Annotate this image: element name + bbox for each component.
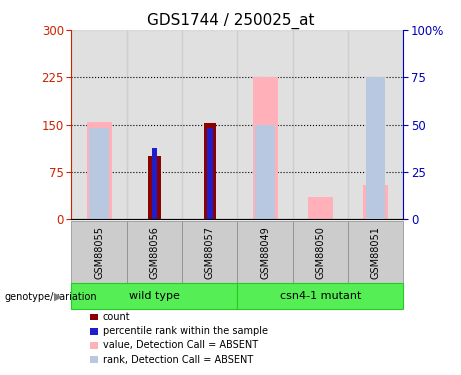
Bar: [71, 221, 127, 283]
Text: GDS1744 / 250025_at: GDS1744 / 250025_at: [147, 13, 314, 29]
Bar: [71, 283, 237, 309]
Text: wild type: wild type: [129, 291, 180, 301]
Bar: [237, 221, 293, 283]
Bar: [237, 283, 403, 309]
Bar: [89, 128, 109, 219]
Bar: [366, 77, 385, 219]
Bar: [71, 30, 127, 219]
Bar: [207, 128, 213, 219]
Bar: [182, 30, 237, 219]
Bar: [253, 77, 278, 219]
Bar: [308, 197, 333, 219]
Bar: [237, 30, 293, 219]
Bar: [293, 30, 348, 219]
Bar: [127, 30, 182, 219]
Text: value, Detection Call = ABSENT: value, Detection Call = ABSENT: [103, 340, 258, 350]
Text: GSM88055: GSM88055: [94, 226, 104, 279]
Bar: [148, 156, 160, 219]
Text: genotype/variation: genotype/variation: [5, 292, 97, 302]
Bar: [204, 123, 216, 219]
Text: percentile rank within the sample: percentile rank within the sample: [103, 326, 268, 336]
Bar: [87, 122, 112, 219]
Text: csn4-1 mutant: csn4-1 mutant: [280, 291, 361, 301]
Bar: [363, 184, 388, 219]
Bar: [152, 148, 157, 219]
Text: GSM88056: GSM88056: [149, 226, 160, 279]
Bar: [348, 30, 403, 219]
Text: GSM88049: GSM88049: [260, 226, 270, 279]
Text: GSM88051: GSM88051: [371, 226, 381, 279]
Bar: [127, 221, 182, 283]
Text: GSM88057: GSM88057: [205, 226, 215, 279]
Bar: [255, 124, 275, 219]
Text: GSM88050: GSM88050: [315, 226, 325, 279]
Bar: [182, 221, 237, 283]
Text: count: count: [103, 312, 130, 322]
Bar: [293, 221, 348, 283]
Text: ▶: ▶: [54, 292, 62, 302]
Text: rank, Detection Call = ABSENT: rank, Detection Call = ABSENT: [103, 355, 253, 364]
Bar: [348, 221, 403, 283]
